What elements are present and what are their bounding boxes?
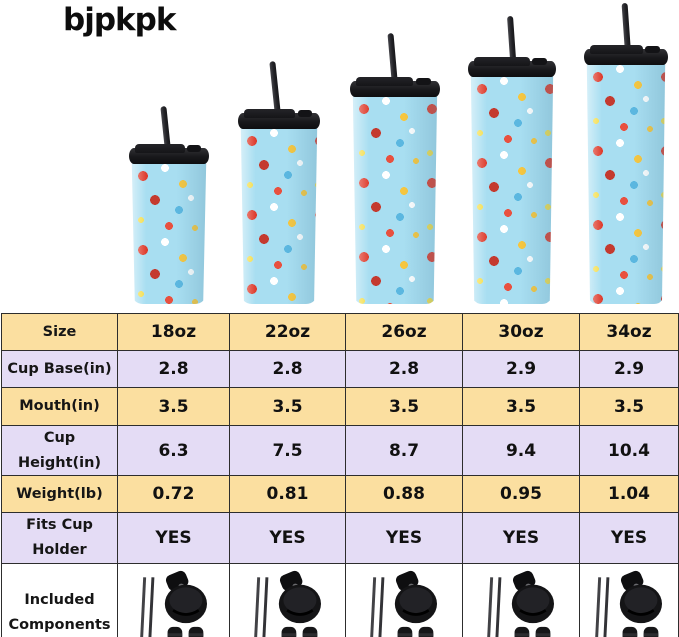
- spec-value: 2.8: [229, 350, 346, 388]
- tumbler-lid: [468, 57, 556, 77]
- spec-row-label: Cup Base(in): [1, 350, 118, 388]
- spec-value: 2.8: [345, 350, 463, 388]
- spec-row-label: Mouth(in): [1, 387, 118, 426]
- spec-value: 0.88: [345, 475, 463, 514]
- components-cell: [345, 562, 463, 637]
- tumbler-body: [240, 127, 318, 304]
- components-cell: [462, 562, 580, 637]
- components-kit-icon: [360, 570, 448, 637]
- spec-value: 0.81: [229, 475, 346, 514]
- components-kit-icon: [244, 570, 332, 637]
- spec-row-label: Included Components: [1, 562, 118, 637]
- size-column-header: 34oz: [579, 313, 679, 351]
- spec-row-label: Weight(lb): [1, 475, 118, 514]
- tumbler-26oz: [350, 32, 440, 304]
- spec-value: 3.5: [462, 387, 580, 426]
- components-cell: [117, 562, 230, 637]
- tumbler-body: [131, 162, 207, 304]
- spec-value: 8.7: [345, 424, 463, 477]
- spec-row-cup-base: Cup Base(in) 2.8 2.8 2.8 2.9 2.9: [1, 350, 679, 388]
- spec-value: 0.95: [462, 475, 580, 514]
- size-column-header: 18oz: [117, 313, 230, 351]
- size-column-header: 26oz: [345, 313, 463, 351]
- tumbler-30oz: [468, 15, 556, 304]
- tumbler-lid: [584, 45, 668, 65]
- spec-row-label: Fits Cup Holder: [1, 512, 118, 564]
- tumbler-18oz: [129, 106, 209, 304]
- spec-row-label: Size: [1, 313, 118, 351]
- spec-row-cup-height: Cup Height(in) 6.3 7.5 8.7 9.4 10.4: [1, 424, 679, 477]
- tumbler-lid: [129, 144, 209, 164]
- spec-value: YES: [117, 512, 230, 564]
- spec-value: 7.5: [229, 424, 346, 477]
- spec-value: 10.4: [579, 424, 679, 477]
- tumbler-lid: [238, 109, 320, 129]
- spec-value: 3.5: [229, 387, 346, 426]
- spec-row-fits-cup-holder: Fits Cup Holder YES YES YES YES YES: [1, 512, 679, 564]
- components-kit-icon: [477, 570, 565, 637]
- spec-row-weight: Weight(lb) 0.72 0.81 0.88 0.95 1.04: [1, 475, 679, 514]
- spec-value: 9.4: [462, 424, 580, 477]
- spec-value: YES: [345, 512, 463, 564]
- brand-logo: bjpkpk: [63, 2, 176, 38]
- spec-value: 1.04: [579, 475, 679, 514]
- size-column-header: 30oz: [462, 313, 580, 351]
- spec-value: 6.3: [117, 424, 230, 477]
- spec-row-mouth: Mouth(in) 3.5 3.5 3.5 3.5 3.5: [1, 387, 679, 426]
- spec-value: 3.5: [117, 387, 230, 426]
- spec-value: YES: [229, 512, 346, 564]
- spec-value: 2.8: [117, 350, 230, 388]
- spec-table: Size 18oz 22oz 26oz 30oz 34oz Cup Base(i…: [1, 313, 679, 637]
- spec-value: 3.5: [345, 387, 463, 426]
- spec-value: 3.5: [579, 387, 679, 426]
- tumbler-34oz: [584, 2, 668, 304]
- tumbler-lid: [350, 77, 440, 97]
- spec-row-size: Size 18oz 22oz 26oz 30oz 34oz: [1, 313, 679, 351]
- size-column-header: 22oz: [229, 313, 346, 351]
- spec-value: 2.9: [579, 350, 679, 388]
- tumbler-body: [470, 75, 554, 304]
- spec-value: 2.9: [462, 350, 580, 388]
- spec-value: 0.72: [117, 475, 230, 514]
- tumbler-body: [352, 95, 438, 304]
- components-kit-icon: [130, 570, 218, 637]
- components-cell: [229, 562, 346, 637]
- components-cell: [579, 562, 679, 637]
- spec-row-label: Cup Height(in): [1, 424, 118, 477]
- tumbler-22oz: [238, 61, 320, 304]
- spec-row-included-components: Included Components: [1, 562, 679, 637]
- spec-value: YES: [579, 512, 679, 564]
- spec-value: YES: [462, 512, 580, 564]
- tumbler-body: [586, 63, 666, 304]
- components-kit-icon: [585, 570, 673, 637]
